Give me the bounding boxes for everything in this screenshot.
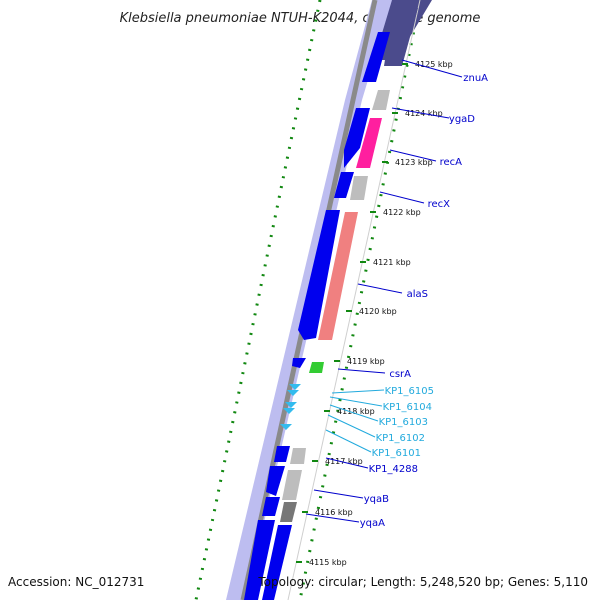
gene-label-KP1_6102[interactable]: KP1_6102 [376,433,425,444]
tick-label: 4115 kbp [309,558,347,567]
feature-cds-yqaB-left[interactable] [266,466,285,496]
gene-label-recX[interactable]: recX [428,199,451,210]
tick-label: 4117 kbp [325,457,363,466]
rna-KP1_6101[interactable] [280,424,292,430]
feature-ygaD[interactable] [372,90,390,110]
feature-recX[interactable] [350,176,368,200]
tick-label: 4119 kbp [347,357,385,366]
feature-cds-alaS-left[interactable] [298,210,340,340]
feature-znuA[interactable] [362,32,390,82]
gene-label-KP1_6103[interactable]: KP1_6103 [379,417,428,428]
leader-line [313,489,364,499]
gc-dotted-line-0 [194,0,322,600]
tick-label: 4125 kbp [415,60,453,69]
feature-cds-yqaA-left[interactable] [262,497,280,516]
leader-line [329,396,383,407]
leader-line [389,149,437,162]
tick-label: 4118 kbp [337,407,375,416]
rna-KP1_6105[interactable] [289,384,301,390]
topology-text: Topology: circular; Length: 5,248,520 bp… [257,575,588,589]
reverse-strand-features [262,90,390,600]
leader-line [331,389,385,394]
gene-label-recA[interactable]: recA [440,157,463,168]
feature-yqaB[interactable] [282,470,302,500]
tick-label: 4122 kbp [383,208,421,217]
rna-KP1_6103[interactable] [285,402,297,408]
forward-strand-features [244,8,418,600]
gc-content-track [194,0,422,600]
feature-csrA[interactable] [309,362,324,373]
leader-line [305,513,360,523]
feature-KP1_4288[interactable] [290,448,306,464]
gene-label-znuA[interactable]: znuA [463,73,488,84]
leader-line [357,283,403,294]
leader-line [337,368,386,374]
leader-line [391,107,450,119]
gene-label-KP1_6104[interactable]: KP1_6104 [383,402,432,413]
feature-cds-ygaD-left[interactable] [344,108,370,168]
tick-label: 4120 kbp [359,307,397,316]
gene-label-yqaB[interactable]: yqaB [364,494,389,505]
backbone-inner-line [287,0,421,600]
tick-label: 4121 kbp [373,258,411,267]
gene-labels: znuA ygaD recA recX alaS csrA KP1_6105 KP1_6104… [305,59,488,529]
leader-line [327,414,376,438]
leader-line [325,429,372,453]
gene-label-KP1_4288[interactable]: KP1_4288 [369,464,418,475]
leader-line [379,191,425,204]
gene-label-csrA[interactable]: csrA [389,369,411,380]
tick-label: 4123 kbp [395,158,433,167]
gene-label-yqaA[interactable]: yqaA [360,518,385,529]
feature-csrA-left[interactable] [292,358,306,368]
feature-cds-KP1_4288-left[interactable] [274,446,290,462]
gene-label-KP1_6105[interactable]: KP1_6105 [385,386,434,397]
feature-cds-recX-left[interactable] [334,172,354,198]
leader-line [329,404,379,422]
accession-text: Accession: NC_012731 [8,575,144,589]
feature-alaS[interactable] [318,212,358,340]
gene-label-alaS[interactable]: alaS [407,289,428,300]
tick-label: 4116 kbp [315,508,353,517]
leader-line [401,59,463,78]
feature-recA[interactable] [356,118,382,168]
gene-label-ygaD[interactable]: ygaD [449,114,475,125]
rna-KP1_6102[interactable] [283,408,295,414]
gene-label-KP1_6101[interactable]: KP1_6101 [372,448,421,459]
feature-cds-bottom-left[interactable] [244,520,275,600]
map-title: Klebsiella pneumoniae NTUH-K2044, comple… [120,11,481,26]
rna-KP1_6104[interactable] [287,390,299,396]
feature-cds-bottom-right[interactable] [262,525,292,600]
leader-line [325,457,369,469]
feature-znuA-ring[interactable] [384,8,418,66]
rna-features [280,384,301,430]
feature-yqaA[interactable] [280,502,297,522]
